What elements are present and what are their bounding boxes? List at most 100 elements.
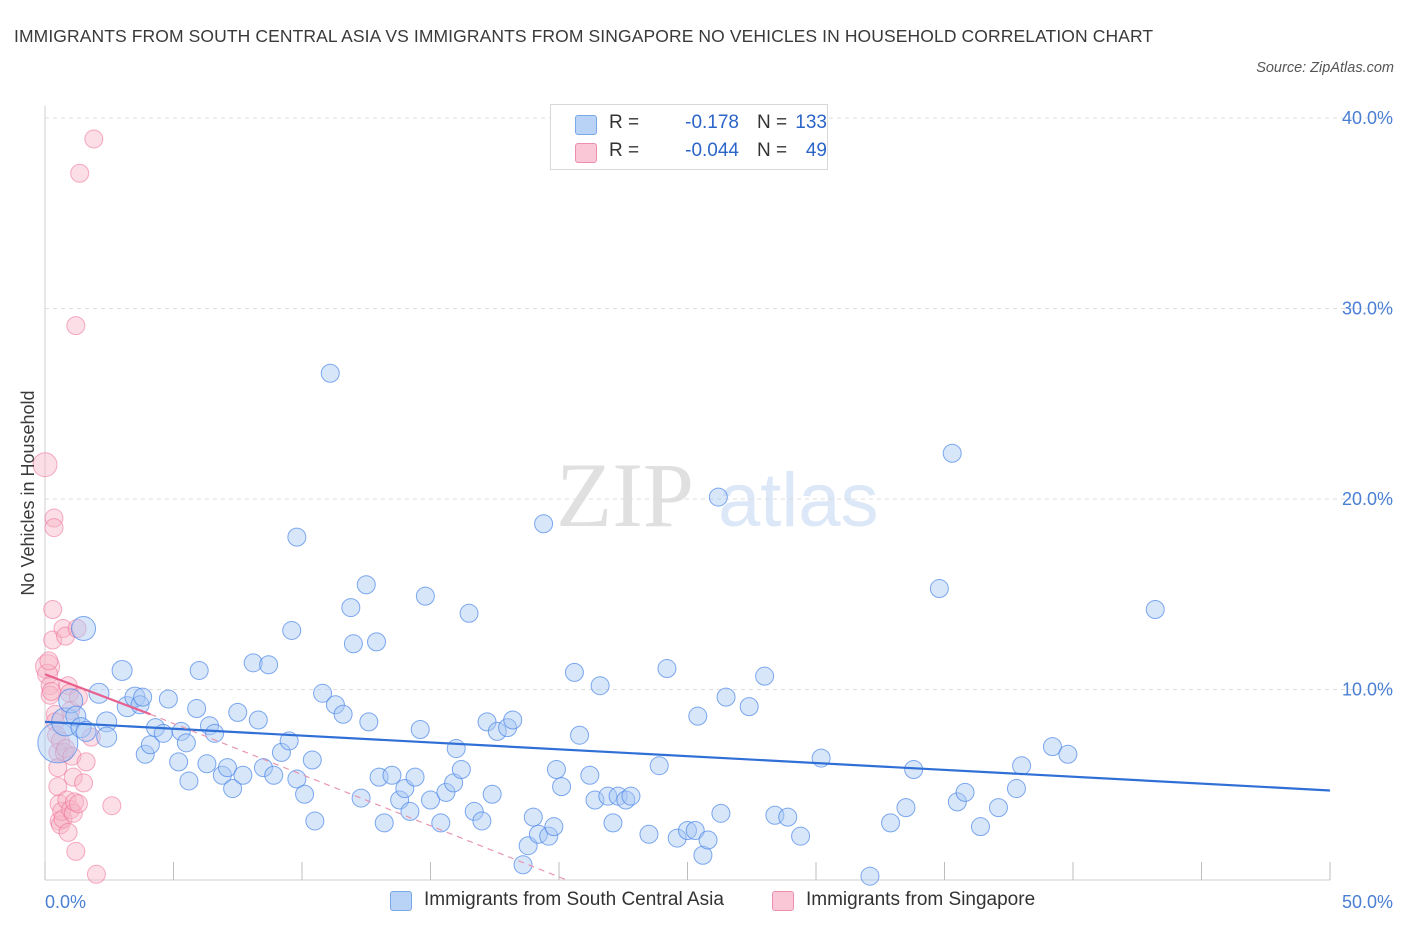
south-central-asia-point [570,725,590,745]
south-central-asia-point [382,765,402,785]
south-central-asia-point [253,758,273,778]
south-central-asia-point [716,687,736,707]
singapore-point [76,752,96,772]
y-axis-label: No Vehicles in Household [18,390,38,595]
south-central-asia-point [929,579,949,599]
singapore-point [44,518,64,538]
south-central-asia-point [616,790,636,810]
south-central-asia-point [598,786,618,806]
legend-n-value: 133 [795,112,827,133]
south-central-asia-point [970,817,990,837]
south-central-asia-point [189,660,209,680]
singapore-point [32,452,58,478]
south-central-asia-point [678,820,697,840]
legend-swatch-blue [575,115,597,135]
south-central-asia-point [405,767,425,787]
south-central-asia-point [176,733,196,753]
south-central-asia-point [685,820,705,840]
south-central-asia-point [1042,737,1062,757]
south-central-asia-point [96,726,118,748]
south-central-asia-point [75,720,97,742]
south-central-asia-point [896,798,916,818]
south-central-asia-point [133,687,153,707]
south-central-asia-point [791,826,811,846]
axes [44,106,1331,881]
south-central-asia-point [459,603,479,623]
south-central-asia-point [295,784,315,804]
south-central-asia-point [320,363,340,383]
south-central-asia-point [881,813,901,833]
chart-title: IMMIGRANTS FROM SOUTH CENTRAL ASIA VS IM… [14,26,1154,46]
singapore-point [66,316,86,336]
south-central-asia-point [1058,744,1078,764]
singapore-point [63,767,83,787]
south-central-asia-point [351,788,371,808]
south-central-asia-point [590,676,610,696]
legend-n-label: N = [757,140,788,161]
south-central-asia-point [564,662,584,682]
x-tick-label: 0.0% [45,892,86,912]
south-central-asia-point [96,711,118,733]
series-swatch-pink [772,891,794,911]
y-tick-label: 20.0% [1342,489,1393,509]
gridlines [45,117,1390,690]
south-central-asia-point [580,765,600,785]
south-central-asia-point [451,760,471,780]
singapore-point [47,725,67,745]
south-central-asia-point [739,697,759,717]
south-central-asia-point [1145,599,1165,619]
south-central-asia-point [169,752,189,772]
south-central-asia-point [603,813,623,833]
south-central-asia-point [698,830,718,850]
south-central-asia-point [111,659,133,681]
trend-line-singapore [44,673,151,716]
south-central-asia-point [228,702,248,722]
singapore-point [43,599,63,619]
series-label-singapore: Immigrants from Singapore [806,889,1036,910]
south-central-asia-point [171,721,191,741]
south-central-asia-point [325,695,345,715]
south-central-asia-point [88,682,110,704]
watermark-atlas: atlas [718,458,879,543]
trend-line-singapore-extension [150,713,567,881]
south-central-asia-point [1012,756,1032,776]
south-central-asia-point [942,443,962,463]
south-central-asia-points [37,363,1165,886]
south-central-asia-point [482,784,502,804]
y-tick-label: 10.0% [1342,680,1393,700]
south-central-asia-point [279,731,299,751]
south-central-asia-point [233,765,253,785]
singapore-points [32,129,122,884]
south-central-asia-point [65,705,87,727]
singapore-point [86,864,106,884]
trend-lines [44,673,1331,881]
singapore-point [68,794,88,814]
south-central-asia-point [187,699,207,719]
singapore-point [48,777,68,797]
south-central-asia-point [693,845,713,865]
south-central-asia-point [158,689,178,709]
x-tick-label: 50.0% [1342,892,1393,912]
singapore-point [58,822,78,842]
tick-labels: 10.0% 20.0% 30.0% 40.0% 0.0% 50.0% [45,108,1393,912]
south-central-asia-point [477,712,497,732]
legend-r-label: R = [609,140,640,161]
south-central-asia-point [287,527,307,547]
south-central-asia-point [259,655,279,675]
south-central-asia-point [400,801,420,821]
south-central-asia-point [446,739,466,759]
singapore-point [84,129,104,149]
south-central-asia-point [302,750,322,770]
legend-r-value: -0.044 [685,140,739,161]
singapore-point [44,508,64,528]
singapore-point [74,773,94,793]
south-central-asia-point [552,777,572,797]
south-central-asia-point [287,769,307,789]
south-central-asia-point [708,487,728,507]
correlation-legend: R = -0.178 N = 133 R = -0.044 N = 49 [550,104,828,170]
south-central-asia-point [860,866,880,886]
south-central-asia-point [367,632,387,652]
south-central-asia-point [639,824,659,844]
south-central-asia-point [487,721,507,741]
